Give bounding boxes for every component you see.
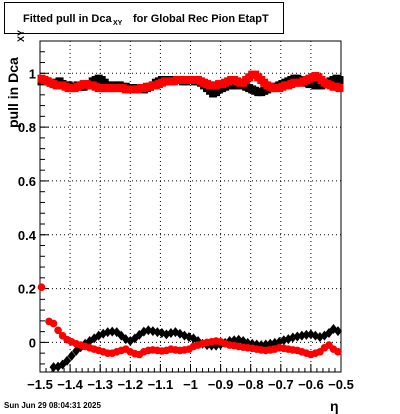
- x-tick-label: −0.5: [328, 377, 354, 392]
- data-point-diamond: [49, 362, 58, 373]
- x-tick-label: −1.1: [148, 377, 174, 392]
- data-point-diamond: [103, 327, 112, 338]
- chart-title-subscript: XY: [113, 20, 123, 27]
- x-tick-label: −0.8: [238, 377, 264, 392]
- data-point-circle: [49, 319, 58, 328]
- x-tick-label: −1.5: [27, 377, 53, 392]
- x-axis-title: η: [330, 398, 339, 414]
- data-point-circle: [37, 283, 46, 292]
- data-point-diamond: [302, 329, 311, 340]
- data-point-square: [335, 76, 344, 85]
- y-tick-label: 0.4: [18, 228, 37, 243]
- y-tick-label: 0: [29, 335, 36, 350]
- x-tick-label: −1: [183, 377, 198, 392]
- data-series: [37, 70, 344, 373]
- data-point-square: [335, 84, 344, 93]
- data-point-circle: [54, 326, 62, 335]
- y-tick-label: 0.6: [18, 174, 36, 189]
- timestamp: Sun Jun 29 08:04:31 2025: [4, 401, 101, 410]
- tick-labels: −1.5 −1.4 −1.3 −1.2 −1.1 −1 −0.9 −0.8 −0.7 −0.6 −0…: [18, 66, 354, 392]
- x-tick-label: −0.7: [268, 377, 294, 392]
- axis-ticks: [39, 51, 342, 372]
- y-tick-label: 0.2: [18, 282, 36, 297]
- chart-title-box: Fitted pull in Dca XY for Global Rec Pio…: [4, 2, 284, 34]
- x-tick-label: −1.4: [57, 377, 83, 392]
- y-tick-label: 0.8: [18, 120, 36, 135]
- data-point-diamond: [67, 350, 76, 361]
- y-axis-title: pull in Dca: [5, 57, 21, 128]
- y-axis-title-group: pull in Dca XY: [5, 30, 26, 128]
- x-tick-label: −1.3: [87, 377, 113, 392]
- data-point-diamond: [108, 326, 117, 337]
- chart-title: Fitted pull in Dca: [23, 13, 112, 25]
- x-tick-label: −1.2: [117, 377, 143, 392]
- data-point-diamond: [63, 355, 72, 366]
- y-tick-label: 1: [29, 66, 36, 81]
- x-tick-label: −0.9: [208, 377, 234, 392]
- data-point-diamond: [333, 326, 342, 337]
- y-axis-title-subscript: XY: [16, 30, 26, 42]
- chart-title-rest: for Global Rec Pion EtapT: [133, 13, 269, 25]
- data-point-circle: [334, 348, 342, 356]
- x-tick-label: −0.6: [298, 377, 324, 392]
